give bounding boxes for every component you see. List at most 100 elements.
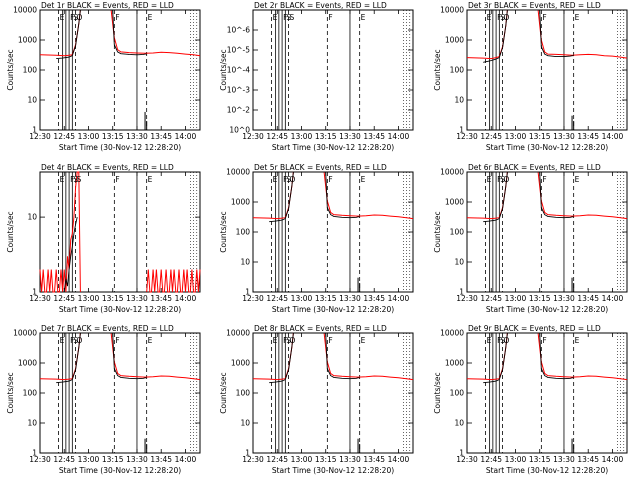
time-marker-label: F <box>70 175 74 184</box>
time-marker-label: E <box>148 175 153 184</box>
y-tick-label: 10^-4 <box>227 66 251 75</box>
y-tick-label: 1 <box>245 449 250 458</box>
time-marker-label: O <box>290 175 296 184</box>
time-marker-label: F <box>497 336 501 345</box>
x-axis-label: Start Time (30-Nov-12 12:28:20) <box>272 143 394 152</box>
y-tick-label: 1000 <box>231 198 250 207</box>
x-axis-label: Start Time (30-Nov-12 12:28:20) <box>272 466 394 475</box>
y-tick-label: 10 <box>454 419 464 428</box>
x-tick-label: 13:15 <box>315 294 337 303</box>
x-tick-label: 13:00 <box>505 132 527 141</box>
time-marker-label: F <box>328 336 332 345</box>
x-tick-label: 12:45 <box>266 294 288 303</box>
events-series-line <box>269 332 360 384</box>
x-axis-label: Start Time (30-Nov-12 12:28:20) <box>59 143 181 152</box>
panel-title: Det 1r BLACK = Events, RED = LLD <box>41 1 174 10</box>
time-marker-label: F <box>283 175 287 184</box>
time-marker-label: F <box>497 175 501 184</box>
time-marker-label: O <box>77 336 83 345</box>
time-marker-label: S <box>500 336 505 345</box>
time-marker-label: E <box>60 175 65 184</box>
time-marker-label: S <box>286 13 291 22</box>
x-axis-label: Start Time (30-Nov-12 12:28:20) <box>59 466 181 475</box>
y-tick-label: 100 <box>23 389 38 398</box>
x-tick-label: 13:00 <box>505 294 527 303</box>
y-tick-label: 100 <box>450 228 465 237</box>
time-marker-label: F <box>115 175 119 184</box>
x-tick-label: 13:30 <box>339 455 361 464</box>
time-marker-label: S <box>286 336 291 345</box>
y-tick-label: 1 <box>245 288 250 297</box>
y-axis-label: Counts/sec <box>433 211 442 252</box>
y-tick-label: 10000 <box>440 329 464 338</box>
plot-frame <box>252 332 414 454</box>
events-series-line <box>483 171 574 223</box>
time-marker-label: F <box>283 13 287 22</box>
x-tick-label: 13:45 <box>577 455 599 464</box>
y-tick-label: 1 <box>32 449 37 458</box>
y-axis-label: Counts/sec <box>6 372 15 413</box>
y-tick-label: 10^-5 <box>227 46 251 55</box>
time-marker-label: F <box>542 175 546 184</box>
x-tick-label: 13:15 <box>529 132 551 141</box>
y-tick-label: 1000 <box>445 198 464 207</box>
y-tick-label: 10^-6 <box>227 26 251 35</box>
y-tick-label: 1 <box>459 449 464 458</box>
time-marker-label: O <box>290 336 296 345</box>
time-marker-label: E <box>148 13 153 22</box>
x-tick-label: 13:15 <box>529 455 551 464</box>
time-marker-label: E <box>273 336 278 345</box>
time-marker-label: F <box>283 336 287 345</box>
time-marker-label: E <box>361 13 366 22</box>
time-marker-label: F <box>542 13 546 22</box>
x-tick-label: 14:00 <box>388 132 410 141</box>
x-tick-label: 14:00 <box>388 294 410 303</box>
plot-frame <box>466 332 628 454</box>
x-tick-label: 13:45 <box>577 132 599 141</box>
x-tick-label: 14:00 <box>602 294 624 303</box>
time-marker-label: S <box>500 175 505 184</box>
y-tick-label: 100 <box>450 66 465 75</box>
time-marker-label: S <box>290 13 295 22</box>
y-tick-label: 10000 <box>13 329 37 338</box>
panel-7: Det 7r BLACK = Events, RED = LLD Counts/s… <box>6 324 201 475</box>
x-tick-label: 12:45 <box>266 455 288 464</box>
y-tick-label: 100 <box>236 228 251 237</box>
y-tick-label: 10000 <box>226 168 250 177</box>
x-tick-label: 12:45 <box>53 455 75 464</box>
y-axis-label: Counts/sec <box>433 372 442 413</box>
panel-title: Det 4r BLACK = Events, RED = LLD <box>41 163 174 172</box>
y-tick-label: 10000 <box>440 6 464 15</box>
panel-4: Det 4r BLACK = Events, RED = LLD Counts/s… <box>6 163 201 314</box>
time-marker-label: O <box>504 336 510 345</box>
x-tick-label: 12:45 <box>480 132 502 141</box>
x-tick-label: 13:15 <box>102 132 124 141</box>
y-tick-label: 10 <box>240 258 250 267</box>
x-tick-label: 12:30 <box>456 455 478 464</box>
time-marker-label: E <box>487 336 492 345</box>
x-tick-label: 14:00 <box>388 455 410 464</box>
x-tick-label: 12:30 <box>456 132 478 141</box>
time-marker-label: F <box>328 175 332 184</box>
y-tick-label: 10^0 <box>229 126 250 135</box>
events-series-line <box>56 9 147 60</box>
x-tick-label: 13:45 <box>363 294 385 303</box>
time-marker-label: E <box>487 13 492 22</box>
time-marker-label: E <box>273 13 278 22</box>
time-marker-label: S <box>286 175 291 184</box>
panel-9: Det 9r BLACK = Events, RED = LLD Counts/s… <box>433 324 628 475</box>
y-tick-label: 10000 <box>13 6 37 15</box>
y-tick-label: 1 <box>32 126 37 135</box>
x-axis-label: Start Time (30-Nov-12 12:28:20) <box>486 143 608 152</box>
time-marker-label: E <box>487 175 492 184</box>
x-tick-label: 14:00 <box>175 132 197 141</box>
panel-title: Det 6r BLACK = Events, RED = LLD <box>468 163 601 172</box>
x-tick-label: 13:00 <box>505 455 527 464</box>
x-tick-label: 13:00 <box>78 455 100 464</box>
time-marker-label: F <box>70 336 74 345</box>
x-tick-label: 13:30 <box>553 455 575 464</box>
y-tick-label: 1000 <box>18 36 37 45</box>
events-series-line <box>483 332 574 384</box>
time-marker-label: O <box>504 175 510 184</box>
time-marker-label: S <box>73 13 78 22</box>
